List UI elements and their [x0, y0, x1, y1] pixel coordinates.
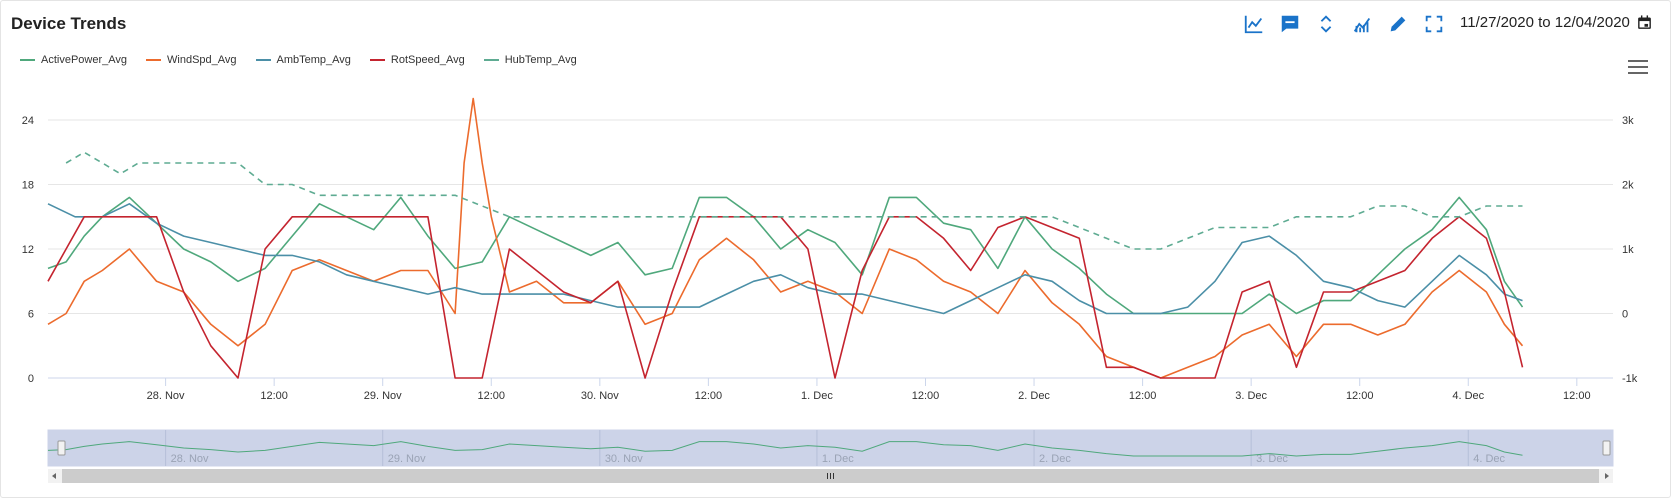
chart-toolbar — [1240, 10, 1456, 38]
y-left-tick-label: 24 — [22, 115, 34, 127]
hamburger-icon — [1628, 60, 1648, 62]
pencil-icon — [1390, 16, 1406, 32]
scroll-right-icon[interactable] — [1605, 473, 1609, 479]
x-tick-label: 12:00 — [1563, 390, 1591, 402]
series-line-ambtemp-avg — [47, 203, 1523, 315]
legend-swatch — [146, 59, 162, 61]
legend-item[interactable]: RotSpeed_Avg — [369, 54, 465, 66]
comment-icon — [1281, 15, 1299, 33]
legend-label: WindSpd_Avg — [167, 54, 237, 66]
fullscreen-button[interactable] — [1420, 10, 1448, 38]
y-left-tick-label: 0 — [28, 373, 34, 385]
y-right-tick-label: -1k — [1622, 373, 1638, 385]
navigator-label: 3. Dec — [1256, 453, 1288, 465]
series-line-windspd-avg — [47, 97, 1524, 379]
navigator-handle-left[interactable] — [57, 440, 66, 456]
y-right-tick-label: 1k — [1622, 244, 1634, 256]
y-right-tick-label: 2k — [1622, 180, 1634, 192]
chart-menu-button[interactable] — [1628, 60, 1648, 76]
trend-chart-button[interactable] — [1348, 10, 1376, 38]
calendar-icon — [1638, 15, 1651, 29]
comment-button[interactable] — [1276, 10, 1304, 38]
x-tick-label: 12:00 — [1346, 390, 1374, 402]
legend-item[interactable]: HubTemp_Avg — [483, 54, 577, 66]
x-tick-label: 12:00 — [260, 390, 288, 402]
navigator-label: 30. Nov — [605, 453, 643, 465]
legend-label: ActivePower_Avg — [41, 54, 128, 66]
y-left-tick-label: 6 — [28, 309, 34, 321]
navigator-label: 28. Nov — [171, 453, 209, 465]
scroll-left-icon[interactable] — [52, 473, 56, 479]
navigator-handle-right[interactable] — [1602, 440, 1611, 456]
legend-label: AmbTemp_Avg — [276, 54, 351, 66]
edit-button[interactable] — [1384, 10, 1412, 38]
legend-label: RotSpeed_Avg — [390, 54, 465, 66]
navigator-label: 2. Dec — [1039, 453, 1071, 465]
page-title: Device Trends — [11, 14, 127, 33]
x-tick-label: 30. Nov — [581, 390, 619, 402]
legend-item[interactable]: ActivePower_Avg — [20, 54, 127, 66]
navigator-label: 29. Nov — [388, 453, 426, 465]
navigator-background — [47, 429, 1614, 467]
fullscreen-icon — [1425, 15, 1443, 33]
line-chart-button[interactable] — [1240, 10, 1268, 38]
legend-swatch — [483, 59, 499, 61]
x-tick-label: 12:00 — [695, 390, 723, 402]
navigator-label: 1. Dec — [822, 453, 854, 465]
date-range-text: 11/27/2020 to 12/04/2020 — [1460, 14, 1630, 31]
navigator-label: 4. Dec — [1473, 453, 1505, 465]
legend-swatch — [369, 59, 385, 61]
chart-legend: ActivePower_Avg WindSpd_Avg AmbTemp_Avg Rot… — [20, 54, 596, 66]
series-line-hubtemp-avg — [65, 151, 1523, 250]
y-left-tick-label: 12 — [22, 244, 34, 256]
x-tick-label: 3. Dec — [1235, 390, 1267, 402]
y-right-tick-label: 3k — [1622, 115, 1634, 127]
series-line-activepower-avg — [47, 196, 1524, 315]
x-tick-label: 28. Nov — [147, 390, 185, 402]
x-tick-label: 12:00 — [912, 390, 940, 402]
x-tick-label: 12:00 — [1129, 390, 1157, 402]
x-tick-label: 1. Dec — [801, 390, 833, 402]
legend-item[interactable]: WindSpd_Avg — [146, 54, 237, 66]
date-range-picker[interactable]: 11/27/2020 to 12/04/2020 — [1460, 14, 1653, 31]
legend-label: HubTemp_Avg — [504, 54, 577, 66]
expand-collapse-button[interactable] — [1312, 10, 1340, 38]
x-tick-label: 4. Dec — [1452, 390, 1484, 402]
legend-swatch — [20, 59, 35, 61]
series-line-rotspeed-avg — [47, 216, 1524, 379]
legend-swatch — [255, 59, 271, 61]
legend-item[interactable]: AmbTemp_Avg — [255, 54, 351, 66]
y-right-tick-label: 0 — [1622, 309, 1628, 321]
y-left-tick-label: 18 — [22, 180, 34, 192]
line-chart-icon — [1244, 15, 1263, 34]
x-tick-label: 2. Dec — [1018, 390, 1050, 402]
trend-chart-icon — [1353, 17, 1371, 33]
x-tick-label: 29. Nov — [364, 390, 402, 402]
expand-collapse-icon — [1320, 15, 1332, 33]
x-tick-label: 12:00 — [478, 390, 506, 402]
navigator-series-line — [47, 441, 1523, 457]
